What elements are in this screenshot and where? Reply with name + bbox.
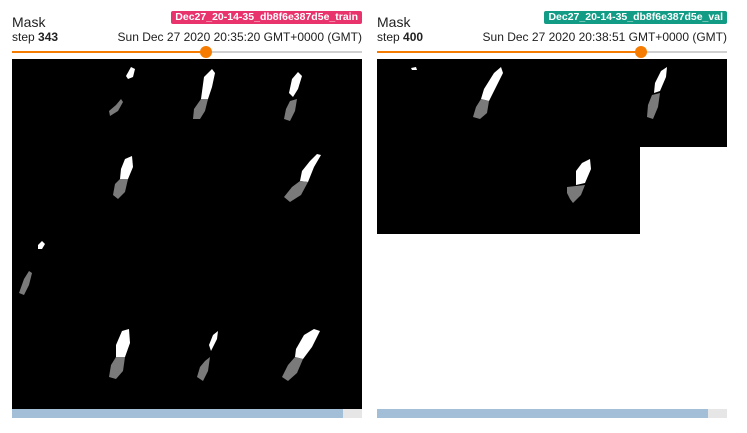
step-indicator: step 400	[377, 30, 423, 44]
mask-tile	[473, 67, 503, 119]
mask-background	[377, 147, 640, 234]
step-slider-fill	[12, 51, 207, 53]
step-slider-thumb[interactable]	[635, 46, 648, 58]
step-slider[interactable]	[12, 46, 362, 58]
mask-tile	[284, 72, 302, 121]
mask-image	[12, 59, 362, 409]
mask-background	[377, 59, 727, 147]
mask-tile	[284, 154, 321, 202]
step-label: step	[12, 30, 35, 44]
timestamp: Sun Dec 27 2020 20:35:20 GMT+0000 (GMT)	[117, 30, 362, 44]
step-slider-fill	[377, 51, 642, 53]
mask-tile	[411, 67, 417, 70]
card-title: Mask	[377, 14, 411, 30]
mask-tile	[647, 67, 667, 119]
step-label: step	[377, 30, 400, 44]
mask-image-canvas	[377, 59, 727, 234]
image-card-train: Mask Dec27_20-14-35_db8f6e387d5e_train s…	[12, 0, 362, 433]
step-slider[interactable]	[377, 46, 727, 58]
run-name-badge: Dec27_20-14-35_db8f6e387d5e_val	[544, 11, 727, 24]
step-indicator: step 343	[12, 30, 58, 44]
horizontal-scrollbar[interactable]	[377, 409, 727, 418]
mask-tile	[282, 329, 320, 381]
image-card-val: Mask Dec27_20-14-35_db8f6e387d5e_val ste…	[377, 0, 727, 433]
mask-image-canvas	[12, 59, 362, 409]
scrollbar-thumb[interactable]	[12, 409, 343, 418]
step-value: 343	[38, 30, 59, 44]
mask-tile	[567, 159, 591, 203]
mask-background	[12, 59, 362, 409]
mask-tile	[19, 241, 45, 295]
mask-tile	[109, 67, 135, 116]
mask-image	[377, 59, 727, 409]
step-value: 400	[403, 30, 424, 44]
horizontal-scrollbar[interactable]	[12, 409, 362, 418]
card-title: Mask	[12, 14, 46, 30]
run-name-badge: Dec27_20-14-35_db8f6e387d5e_train	[171, 11, 362, 24]
mask-tile	[193, 69, 215, 119]
mask-tile	[197, 331, 218, 381]
mask-tile	[109, 329, 130, 379]
scrollbar-thumb[interactable]	[377, 409, 708, 418]
step-slider-thumb[interactable]	[200, 46, 213, 58]
mask-tile	[113, 156, 133, 199]
timestamp: Sun Dec 27 2020 20:38:51 GMT+0000 (GMT)	[482, 30, 727, 44]
